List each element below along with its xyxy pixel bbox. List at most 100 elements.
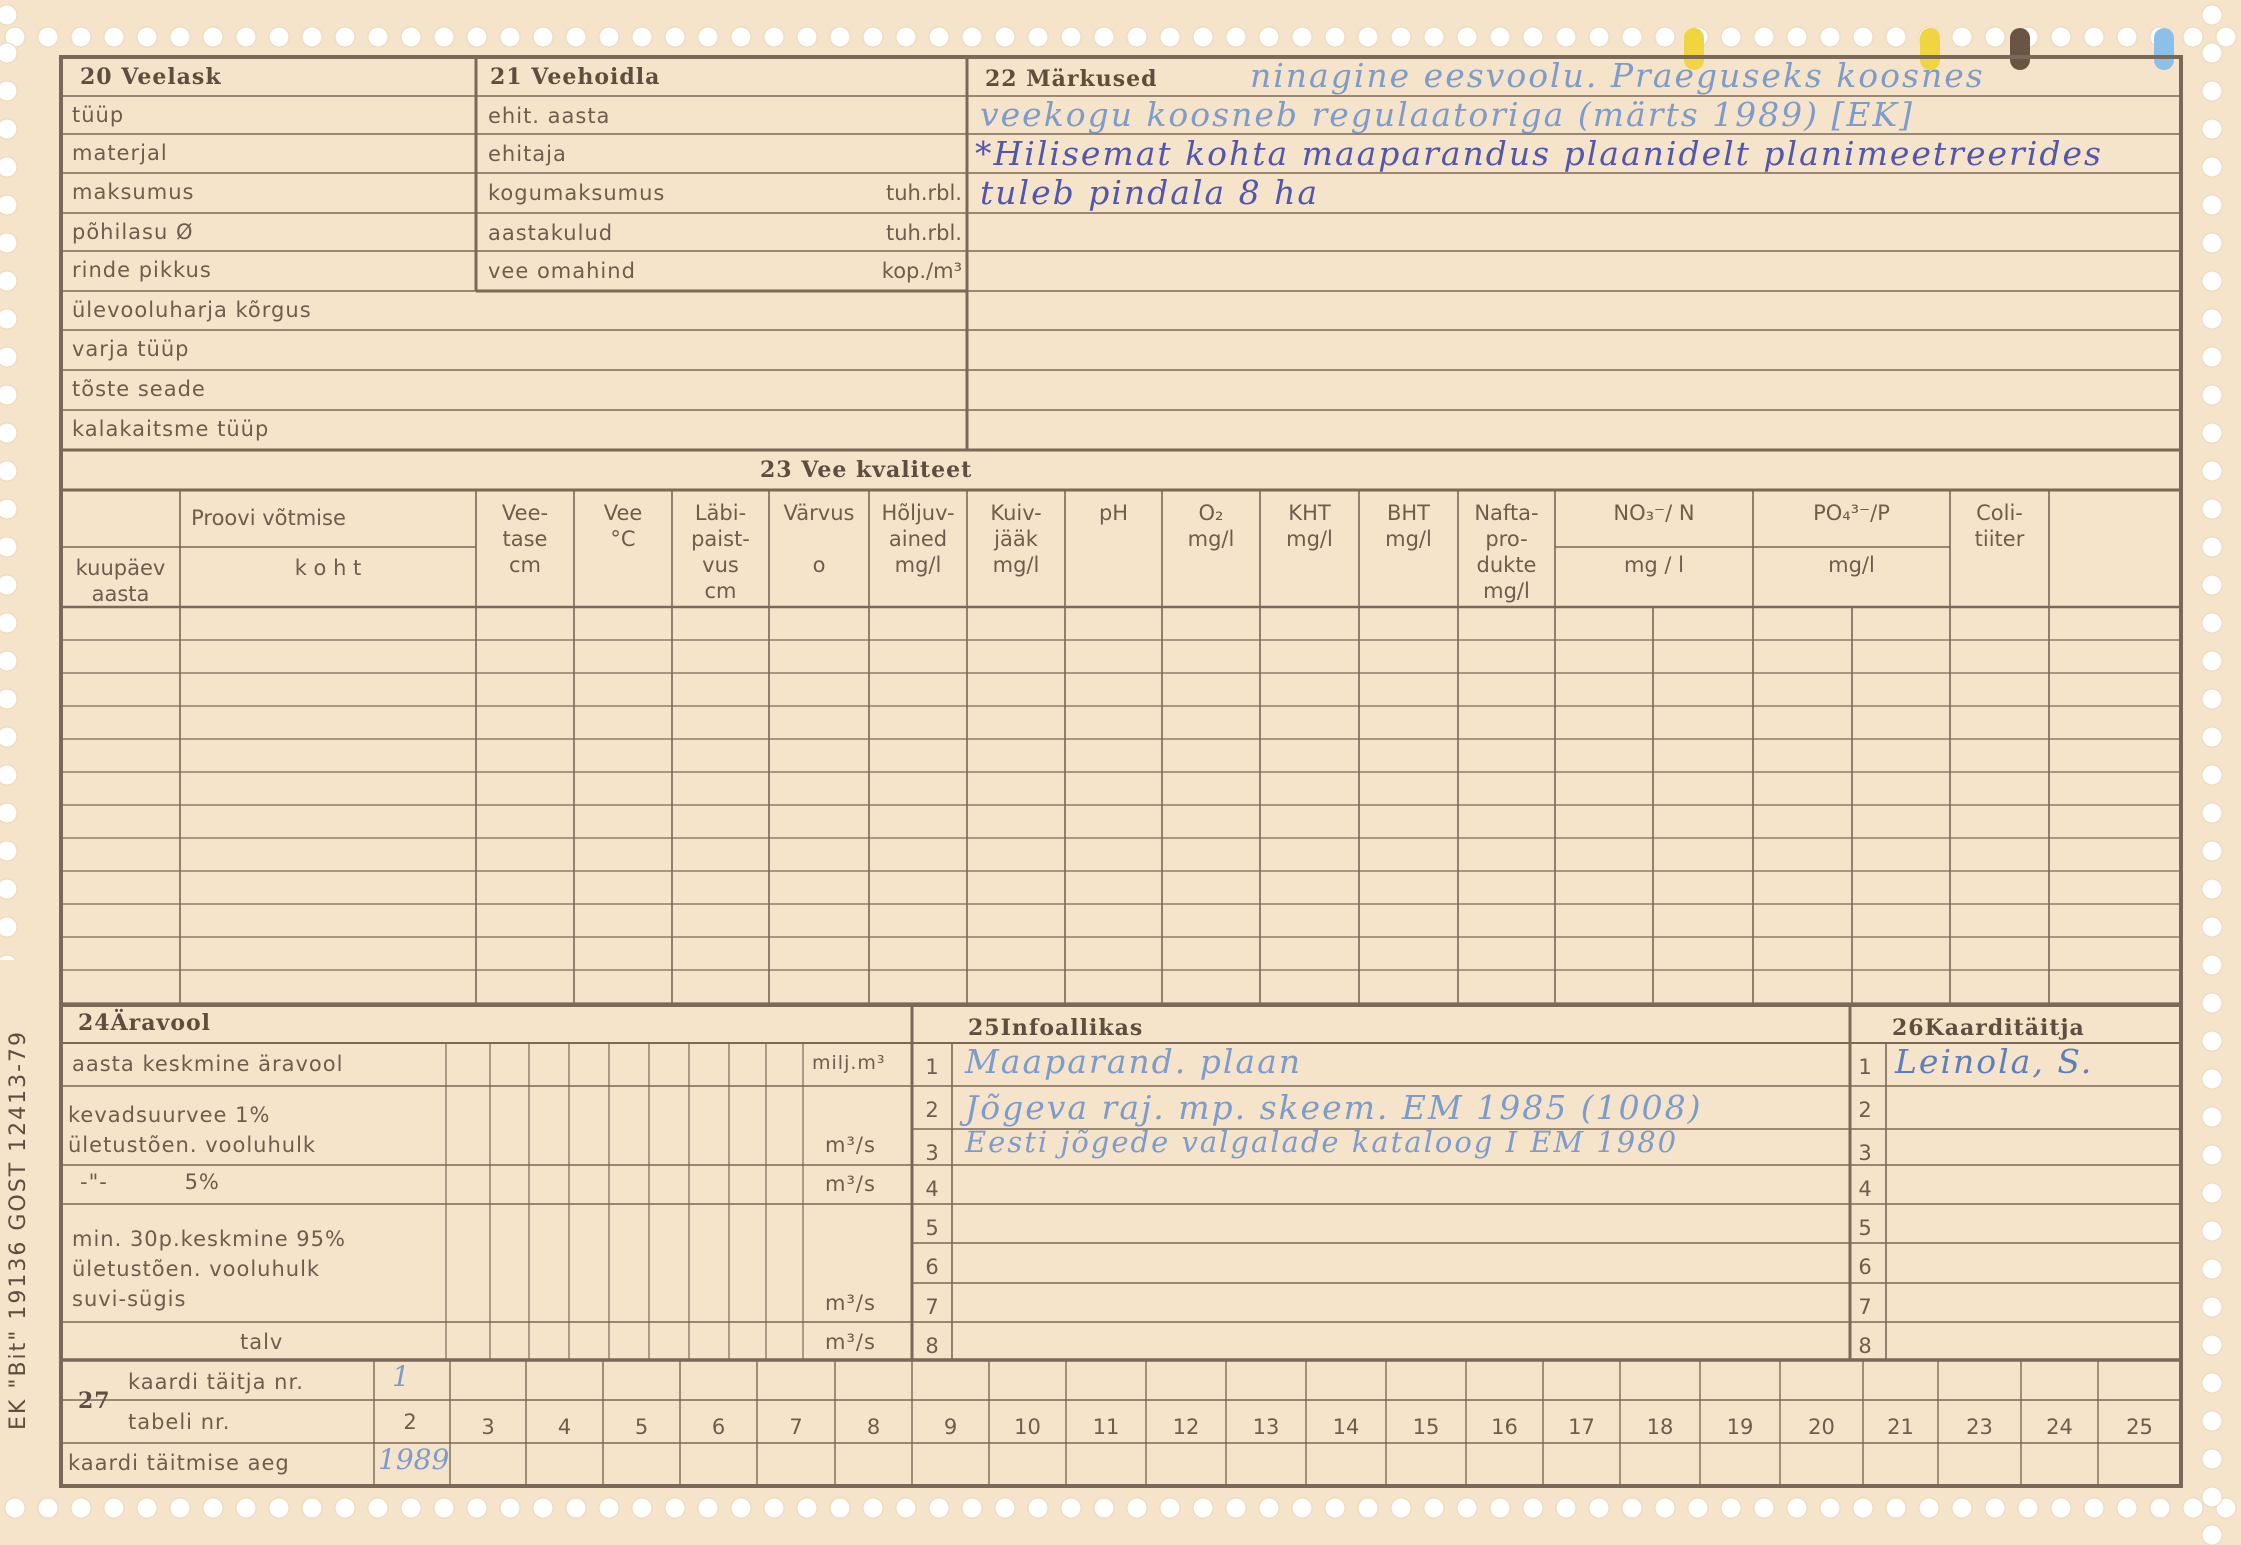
row-number: 6: [1858, 1255, 1872, 1279]
column-header: BHT mg/l: [1385, 501, 1432, 551]
table-column-number: 17: [1568, 1415, 1595, 1439]
table-column-number: 11: [1092, 1415, 1120, 1439]
table-column-number: 24: [2046, 1415, 2073, 1439]
table-column-number: 9: [943, 1415, 958, 1439]
unit-spring-5pct: m³/s: [825, 1172, 876, 1196]
row-number: 2: [1858, 1098, 1872, 1122]
table-column-number: 25: [2126, 1415, 2153, 1439]
column-header: Nafta- pro- dukte mg/l: [1474, 501, 1539, 603]
tab-marker-yellow: [1684, 28, 1704, 70]
row-number: 4: [925, 1177, 939, 1201]
column-header: Läbi- paist- vus cm: [691, 501, 750, 603]
column-header: k o h t: [294, 556, 362, 580]
row-number: 5: [925, 1216, 939, 1240]
column-header: Vee °C: [603, 501, 643, 551]
field-label: põhilasu Ø: [72, 220, 194, 244]
field-label: aastakulud: [488, 221, 614, 245]
row-number: 7: [1858, 1295, 1872, 1319]
table-column-number: 4: [557, 1415, 572, 1439]
note-line-2: veekogu koosneb regulaatoriga (märts 198…: [980, 95, 1914, 134]
unit-annual: milj.m³: [812, 1052, 886, 1074]
column-header: Hõljuv- ained mg/l: [881, 501, 955, 577]
table-column-number: 12: [1172, 1415, 1200, 1439]
row-number: 8: [925, 1334, 939, 1358]
perforation-left: [0, 0, 22, 960]
fill-date-value: 1989: [378, 1443, 450, 1476]
field-label: kogumaksumus: [488, 181, 666, 205]
row-number: 5: [1858, 1216, 1872, 1240]
row-number: 3: [1858, 1141, 1872, 1165]
runoff-label-annual: aasta keskmine äravool: [72, 1052, 344, 1076]
section-22-title: 22 Märkused: [985, 66, 1158, 92]
field-label: vee omahind: [488, 259, 636, 283]
table-column-number: 19: [1726, 1415, 1754, 1439]
field-label: ehit. aasta: [488, 104, 611, 128]
table-column-number: 3: [481, 1415, 495, 1439]
field-label: rinde pikkus: [72, 258, 212, 282]
column-header: pH: [1098, 501, 1129, 525]
source-entry-1: Maaparand. plaan: [965, 1042, 1303, 1081]
row-number: 6: [925, 1255, 939, 1279]
table-column-number: 20: [1808, 1415, 1835, 1439]
table-column-number: 14: [1332, 1415, 1360, 1439]
table-column-number: 16: [1491, 1415, 1518, 1439]
tab-marker-yellow: [1920, 28, 1940, 70]
section-25-title: 25Infoallikas: [968, 1015, 1144, 1041]
row-number: 4: [1858, 1177, 1872, 1201]
unit-label: kop./m³: [881, 259, 962, 283]
sampling-group-header: Proovi võtmise: [191, 506, 346, 530]
column-header: Coli- tiiter: [1974, 501, 2025, 551]
section-26-title: 26Kaarditäitja: [1892, 1015, 2085, 1041]
section-24-title: 24Äravool: [78, 1010, 212, 1036]
row-number: 1: [925, 1055, 939, 1079]
source-entry-2: Jõgeva raj. mp. skeem. EM 1985 (1008): [965, 1088, 1703, 1127]
unit-winter: m³/s: [825, 1330, 876, 1354]
runoff-label-spring-1pct: kevadsuurvee 1% ületustõen. vooluhulk: [68, 1103, 317, 1157]
tab-marker-brown: [2010, 28, 2030, 70]
unit-label: tuh.rbl.: [885, 221, 962, 245]
table-nr-label: tabeli nr.: [128, 1410, 231, 1434]
unit-label: tuh.rbl.: [885, 181, 962, 205]
section-27-number: 27: [78, 1388, 111, 1414]
filler-nr-value: 1: [392, 1360, 412, 1393]
column-header: O₂ mg/l: [1187, 501, 1235, 551]
column-header: Kuiv- jääk mg/l: [990, 501, 1042, 577]
table-column-number: 6: [711, 1415, 726, 1439]
table-column-number: 18: [1646, 1415, 1674, 1439]
note-line-1: ninagine eesvoolu. Praeguseks koosnes: [1250, 56, 1985, 95]
column-header: PO₄³⁻/P mg/l: [1813, 501, 1890, 577]
field-label: varja tüüp: [72, 337, 190, 361]
table-column-number: 7: [789, 1415, 803, 1439]
field-label: tüüp: [72, 103, 125, 127]
field-label: maksumus: [72, 180, 195, 204]
table-column-number: 21: [1887, 1415, 1914, 1439]
field-label: ehitaja: [488, 142, 567, 166]
section-21-title: 21 Veehoidla: [490, 64, 661, 90]
table-column-number: 8: [866, 1415, 881, 1439]
row-number: 2: [925, 1098, 939, 1122]
runoff-label-spring-5pct: -"- 5%: [80, 1170, 220, 1194]
column-header: Värvus o: [783, 501, 855, 577]
row-number: 7: [925, 1295, 939, 1319]
filler-entry-1: Leinola, S.: [1895, 1042, 2094, 1081]
note-line-3: *Hilisemat kohta maaparandus plaanidelt …: [975, 134, 2103, 173]
table-nr-value: 2: [403, 1410, 417, 1434]
tab-marker-blue: [2154, 28, 2174, 70]
runoff-label-min30: min. 30p.keskmine 95% ületustõen. vooluh…: [72, 1227, 346, 1311]
section-23-title: 23 Vee kvaliteet: [760, 457, 973, 483]
section-20-title: 20 Veelask: [80, 64, 222, 90]
table-column-number: 23: [1966, 1415, 1993, 1439]
table-column-number: 10: [1014, 1415, 1041, 1439]
unit-min30: m³/s: [825, 1291, 876, 1315]
table-column-number: 15: [1412, 1415, 1440, 1439]
fill-date-label: kaardi täitmise aeg: [68, 1451, 290, 1475]
runoff-label-winter: talv: [240, 1330, 284, 1354]
perforation-top: [0, 22, 2241, 52]
table-column-number: 5: [634, 1415, 649, 1439]
field-label: ülevooluharja kõrgus: [72, 298, 312, 322]
column-header: kuupäev aasta: [75, 556, 166, 606]
table-column-number: 13: [1252, 1415, 1280, 1439]
unit-spring-1pct: m³/s: [825, 1133, 876, 1157]
